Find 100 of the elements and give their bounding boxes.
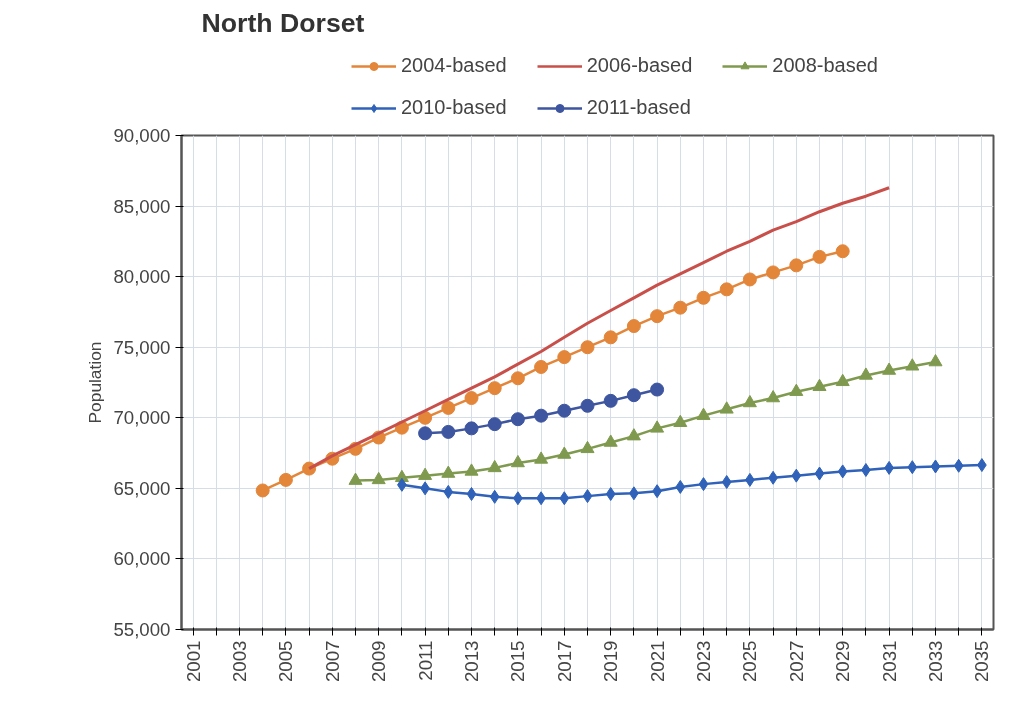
point: [487, 381, 502, 396]
point: [837, 464, 848, 479]
point: [489, 489, 500, 504]
point: [534, 451, 549, 464]
x-tick-label: 2015: [507, 640, 529, 682]
point: [907, 460, 918, 475]
point: [626, 319, 641, 334]
point: [557, 446, 572, 459]
point: [858, 367, 873, 380]
point: [487, 417, 502, 432]
point: [626, 428, 641, 441]
legend-label: 2006-based: [586, 54, 693, 77]
legend-label: 2004-based: [401, 54, 507, 77]
point: [441, 465, 456, 478]
x-tick-label: 2031: [878, 640, 900, 682]
x-tick-label: 2017: [553, 640, 575, 682]
point: [487, 459, 502, 473]
point: [882, 362, 897, 375]
point: [580, 398, 595, 413]
point: [650, 382, 665, 397]
legend-label: 2011-based: [586, 96, 691, 119]
point: [835, 244, 850, 259]
y-tick-label: 85,000: [113, 195, 171, 217]
point: [534, 408, 549, 423]
point: [464, 391, 479, 406]
point: [953, 458, 964, 473]
point: [418, 426, 433, 441]
y-tick-label: 70,000: [113, 407, 171, 429]
point: [464, 463, 479, 476]
point: [603, 434, 618, 447]
point: [721, 475, 732, 490]
point: [371, 471, 386, 485]
point: [696, 290, 711, 305]
point: [418, 467, 433, 480]
point: [534, 359, 549, 374]
point: [696, 407, 711, 420]
point: [557, 350, 572, 365]
y-tick-label: 90,000: [113, 125, 171, 146]
y-tick-label: 55,000: [113, 619, 171, 640]
x-tick-label: 2001: [182, 640, 204, 682]
point: [603, 330, 618, 345]
x-tick-label: 2011: [414, 640, 436, 681]
x-tick-label: 2033: [925, 640, 946, 682]
point: [605, 487, 616, 501]
point: [698, 477, 709, 492]
point: [673, 300, 688, 315]
x-tick-label: 2027: [785, 640, 807, 682]
point: [626, 388, 641, 403]
point: [557, 403, 572, 418]
y-tick-label: 60,000: [113, 548, 171, 570]
point: [278, 472, 293, 487]
point: [766, 390, 781, 403]
point: [466, 487, 477, 501]
x-tick-label: 2009: [368, 640, 390, 682]
x-tick-label: 2007: [321, 640, 343, 682]
point: [443, 484, 454, 499]
point: [464, 421, 479, 436]
x-tick-label: 2005: [275, 640, 297, 682]
point: [603, 393, 618, 408]
point: [789, 258, 804, 273]
point: [559, 491, 570, 506]
x-tick-label: 2019: [600, 640, 622, 682]
x-tick-label: 2021: [646, 640, 668, 682]
point: [441, 424, 456, 439]
point: [742, 394, 757, 408]
x-tick-label: 2003: [229, 640, 250, 682]
point: [580, 440, 595, 454]
y-tick-label: 80,000: [113, 266, 171, 288]
y-axis-title: Population: [85, 341, 106, 424]
point: [789, 383, 804, 396]
point: [650, 309, 665, 324]
x-tick-label: 2025: [739, 640, 761, 682]
point: [814, 466, 825, 481]
point: [928, 354, 943, 367]
point: [812, 378, 827, 391]
point: [510, 454, 525, 468]
point: [510, 412, 525, 427]
point: [905, 358, 920, 371]
x-tick-label: 2035: [971, 640, 993, 682]
x-tick-label: 2023: [693, 640, 714, 682]
point: [835, 373, 850, 387]
point: [930, 459, 941, 474]
point: [582, 489, 593, 504]
point: [441, 400, 456, 415]
y-tick-label: 75,000: [113, 336, 171, 358]
point: [766, 265, 781, 280]
point: [673, 414, 688, 427]
point: [348, 472, 363, 485]
x-tick-label: 2029: [832, 640, 854, 682]
x-tick-label: 2013: [461, 640, 482, 682]
point: [650, 420, 665, 433]
point: [719, 401, 734, 414]
y-tick-label: 65,000: [113, 477, 171, 499]
point: [719, 282, 734, 297]
legend-label: 2008-based: [772, 54, 878, 77]
point: [255, 483, 270, 498]
point: [675, 479, 686, 494]
point: [418, 410, 433, 425]
legend-label: 2010-based: [401, 96, 507, 119]
point: [742, 272, 757, 287]
